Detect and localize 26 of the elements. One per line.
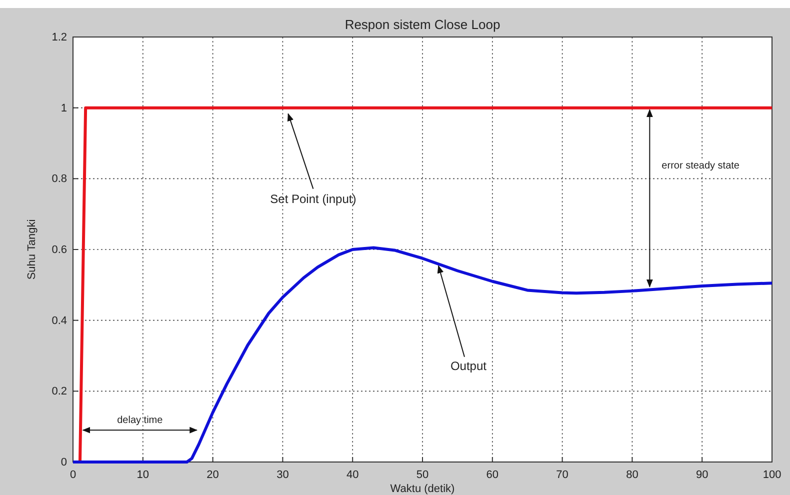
y-tick-label: 0.2 — [52, 386, 67, 398]
y-tick-label: 0.6 — [52, 244, 67, 256]
y-axis-title: Suhu Tangki — [26, 219, 38, 280]
x-tick-label: 80 — [626, 468, 638, 481]
annotation: delay time — [117, 414, 164, 426]
chart-title: Respon sistem Close Loop — [344, 17, 500, 32]
x-tick-label: 70 — [556, 468, 568, 481]
y-tick-label: 0.8 — [52, 173, 67, 186]
x-tick-label: 100 — [762, 468, 782, 481]
x-tick-label: 50 — [416, 468, 429, 481]
x-tick-label: 30 — [276, 468, 289, 481]
x-tick-label: 60 — [486, 468, 499, 481]
x-tick-label: 20 — [206, 468, 219, 481]
y-tick-label: 0.4 — [52, 314, 67, 327]
x-tick-label: 40 — [346, 468, 359, 481]
annotation: Output — [450, 358, 488, 373]
x-tick-label: 0 — [70, 468, 76, 481]
line-series — [72, 246, 774, 464]
y-tick-label: 1.2 — [52, 32, 67, 44]
x-tick-label: 10 — [136, 468, 150, 481]
y-tick-label: 1 — [60, 102, 67, 114]
x-tick-label: 90 — [696, 468, 708, 481]
y-tick-label: 0 — [60, 456, 67, 469]
annotation: error steady state — [662, 160, 740, 172]
x-axis-title: Waktu (detik) — [390, 483, 455, 495]
annotation: Set Point (input) — [270, 192, 356, 206]
